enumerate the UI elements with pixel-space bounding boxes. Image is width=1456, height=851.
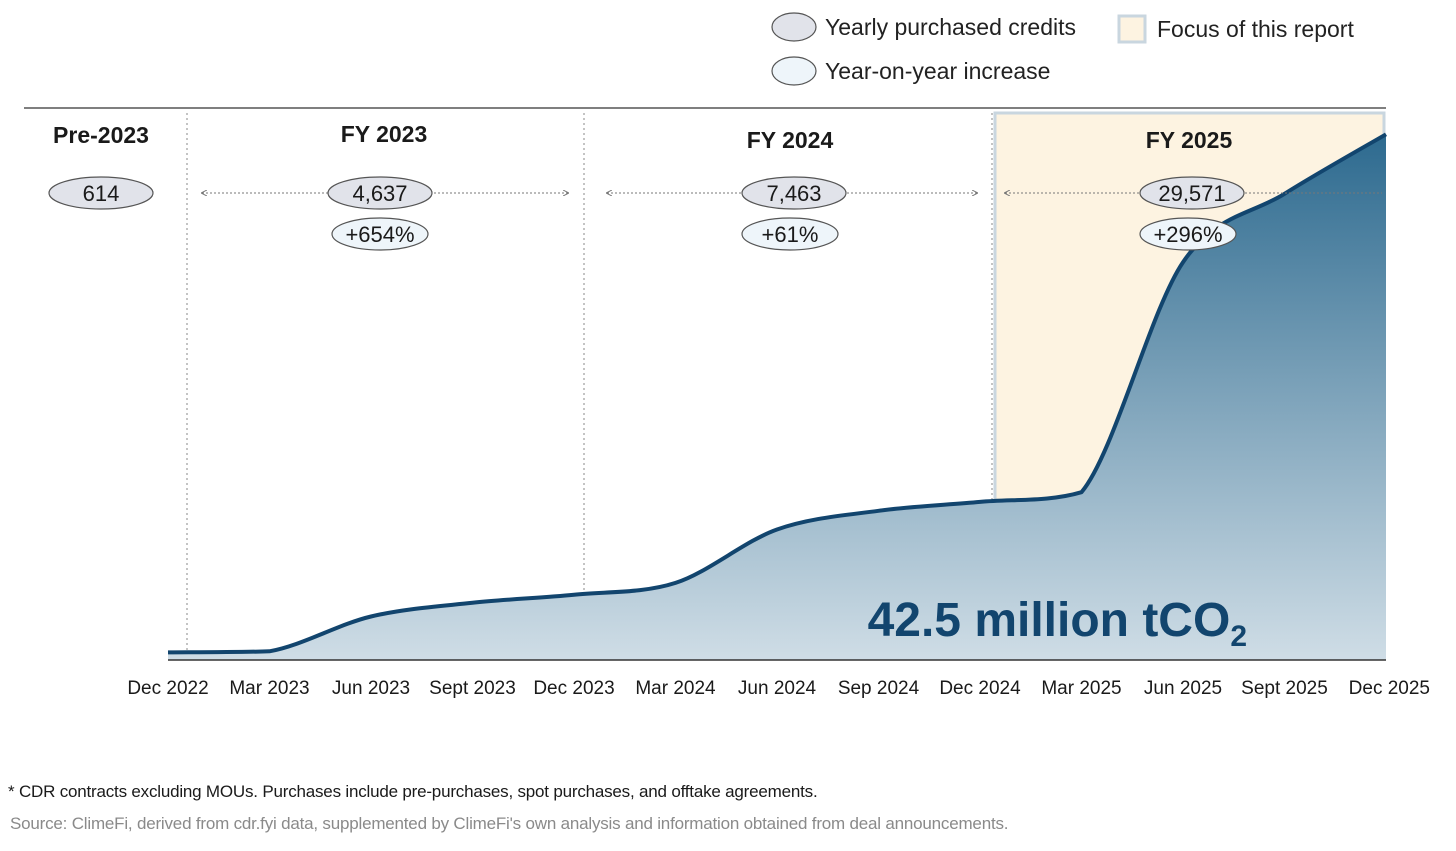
credits-oval-fy2024: [741, 176, 847, 210]
total-annotation: 42.5 million tCO2: [868, 594, 1247, 653]
x-tick-dec-2023: Dec 2023: [533, 678, 614, 699]
cumulative-area: [168, 134, 1386, 661]
legend-label-yoy: Year-on-year increase: [825, 58, 1050, 84]
x-tick-mar-2023: Mar 2023: [229, 678, 309, 699]
x-tick-sept-2025: Sept 2025: [1241, 678, 1328, 699]
credits-oval-fy2023: [327, 176, 433, 210]
legend-label-yearly-credits: Yearly purchased credits: [825, 14, 1076, 40]
yoy-value-fy2025: +296%: [1153, 222, 1222, 247]
yoy-value-fy2023: +654%: [345, 222, 414, 247]
data-point-jun-2024: [774, 526, 780, 532]
data-point-jun-2025: [1180, 259, 1186, 265]
credits-oval-pre2023: [48, 176, 154, 210]
data-point-sept-2023: [470, 600, 476, 606]
period-headers: Pre-2023 FY 2023 FY 2024 FY 2025: [53, 121, 1232, 153]
data-point-dec-2022: [165, 649, 171, 655]
x-tick-jun-2025: Jun 2025: [1144, 678, 1222, 699]
legend: Yearly purchased credits Year-on-year in…: [771, 12, 1354, 86]
data-point-mar-2024: [673, 580, 679, 586]
data-point-dec-2024: [977, 499, 983, 505]
credits-value-pre2023: 614: [83, 181, 120, 206]
data-point-dec-2025: [1383, 131, 1389, 137]
yoy-badges: +654% +61% +296%: [331, 217, 1237, 251]
cumulative-line: [167, 132, 1388, 655]
total-value: 42.5 million tCO: [868, 594, 1231, 647]
x-tick-jun-2023: Jun 2023: [332, 678, 410, 699]
source-note: Source: ClimeFi, derived from cdr.fyi da…: [10, 814, 1009, 833]
x-tick-mar-2025: Mar 2025: [1041, 678, 1121, 699]
data-point-jun-2023: [368, 613, 374, 619]
period-label-fy2025: FY 2025: [1146, 127, 1233, 153]
legend-swatch-yoy: [771, 56, 817, 86]
x-tick-sep-2024: Sep 2024: [838, 678, 920, 699]
total-subscript: 2: [1230, 620, 1247, 653]
yoy-oval-fy2023: [331, 217, 429, 251]
yoy-oval-fy2024: [741, 217, 839, 251]
x-tick-mar-2024: Mar 2024: [635, 678, 716, 699]
credits-value-fy2024: 7,463: [766, 181, 821, 206]
x-tick-sept-2023: Sept 2023: [429, 678, 516, 699]
period-label-fy2023: FY 2023: [341, 121, 428, 147]
data-point-sep-2024: [876, 508, 882, 514]
period-label-fy2024: FY 2024: [747, 127, 834, 153]
data-point-sept-2025: [1282, 191, 1288, 197]
period-label-pre2023: Pre-2023: [53, 122, 149, 148]
x-tick-dec-2024: Dec 2024: [939, 678, 1021, 699]
x-tick-dec-2025: Dec 2025: [1349, 678, 1430, 699]
credits-oval-fy2025: [1139, 176, 1245, 210]
legend-swatch-focus: [1117, 14, 1147, 44]
x-axis-ticks: Dec 2022 Mar 2023 Jun 2023 Sept 2023 Dec 202…: [127, 678, 1430, 699]
data-point-mar-2025: [1079, 489, 1085, 495]
legend-label-focus: Focus of this report: [1157, 16, 1354, 42]
data-point-dec-2023: [571, 592, 577, 598]
x-tick-dec-2022: Dec 2022: [127, 678, 208, 699]
yoy-oval-fy2025: [1139, 217, 1237, 251]
x-tick-jun-2024: Jun 2024: [738, 678, 817, 699]
credit-badges: 614 4,637 7,463 29,571: [48, 176, 1245, 210]
yoy-value-fy2024: +61%: [762, 222, 819, 247]
credits-value-fy2023: 4,637: [352, 181, 407, 206]
credits-value-fy2025: 29,571: [1158, 181, 1225, 206]
legend-swatch-yearly-credits: [771, 12, 817, 42]
footnote: * CDR contracts excluding MOUs. Purchase…: [8, 782, 818, 801]
data-point-mar-2023: [267, 648, 273, 654]
